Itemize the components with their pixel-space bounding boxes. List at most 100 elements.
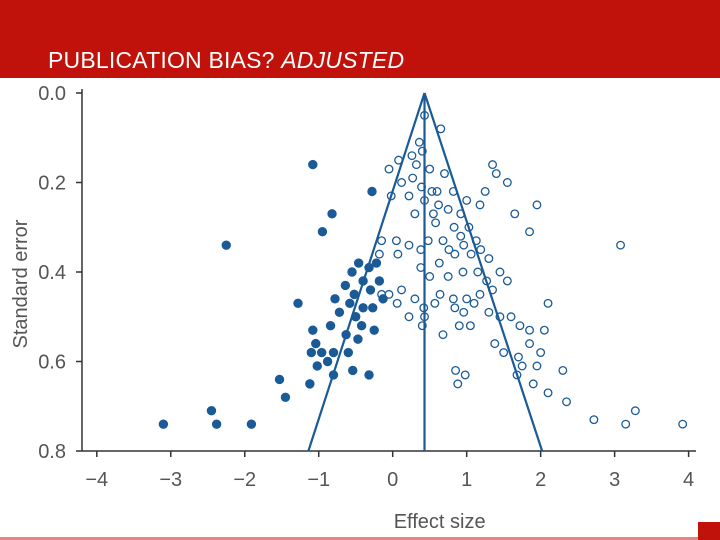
x-tick-label: 2 [535, 469, 546, 491]
filled-study-point [221, 240, 231, 250]
imputed-study-point [449, 222, 459, 232]
filled-study-point [341, 329, 351, 340]
imputed-study-point [404, 191, 414, 201]
y-tick-label: 0.0 [38, 83, 66, 105]
imputed-study-point [678, 419, 688, 429]
imputed-study-point [482, 276, 492, 286]
imputed-study-point [515, 321, 525, 331]
imputed-study-point [506, 312, 516, 322]
imputed-study-point [491, 169, 501, 178]
filled-study-point [158, 419, 169, 429]
filled-study-point [274, 374, 285, 385]
y-tick-label: 0.2 [38, 173, 66, 195]
filled-study-point [330, 294, 340, 304]
filled-study-point [351, 312, 361, 322]
imputed-study-point [416, 245, 426, 255]
filled-study-point [325, 321, 336, 331]
imputed-study-point [410, 294, 420, 304]
imputed-study-point [377, 236, 387, 246]
imputed-study-point [488, 160, 498, 170]
imputed-study-point [543, 388, 553, 398]
filled-study-point [334, 307, 345, 317]
filled-study-point [308, 159, 318, 170]
filled-study-point [358, 303, 368, 313]
imputed-study-point [536, 348, 546, 357]
imputed-study-point [397, 178, 407, 187]
filled-study-point [246, 419, 257, 429]
filled-study-point [211, 419, 222, 429]
imputed-study-point [456, 209, 466, 219]
imputed-study-point [420, 195, 429, 205]
filled-study-point [364, 262, 374, 273]
imputed-study-point [425, 164, 435, 174]
filled-study-point [374, 276, 385, 286]
imputed-study-point [397, 285, 407, 295]
imputed-study-point [462, 294, 472, 304]
imputed-study-point [394, 155, 404, 165]
filled-study-point [347, 267, 357, 277]
imputed-study-point [459, 240, 469, 250]
imputed-study-point [453, 379, 463, 389]
imputed-study-point [484, 254, 494, 264]
imputed-study-point [384, 164, 394, 174]
imputed-study-point [471, 236, 481, 246]
filled-study-point [317, 227, 328, 237]
imputed-study-point [386, 191, 396, 201]
filled-study-point [345, 298, 355, 309]
imputed-study-point [404, 312, 414, 322]
imputed-study-point [495, 267, 505, 277]
imputed-study-point [448, 294, 458, 304]
corner-accent [698, 522, 720, 540]
y-tick-label: 0.6 [38, 352, 66, 374]
imputed-study-point [480, 186, 490, 196]
filled-study-point [353, 334, 363, 344]
imputed-study-point [528, 379, 538, 389]
imputed-study-point [417, 146, 427, 156]
imputed-study-point [543, 298, 553, 308]
filled-study-point [358, 276, 368, 286]
imputed-study-point [621, 419, 631, 429]
x-tick-label: 0 [387, 469, 398, 491]
x-tick-label: 3 [609, 469, 620, 491]
imputed-study-point [410, 209, 420, 219]
x-tick-label: −4 [85, 469, 108, 491]
imputed-study-point [525, 325, 535, 335]
filled-study-point [343, 347, 354, 358]
imputed-study-point [435, 289, 445, 299]
filled-study-point [340, 280, 351, 291]
imputed-study-point [416, 263, 426, 272]
x-tick-label: 1 [461, 469, 472, 491]
imputed-study-point [414, 137, 424, 147]
funnel-right-boundary [423, 92, 544, 452]
filled-study-point [328, 370, 339, 380]
imputed-study-point [443, 272, 453, 281]
imputed-study-point [450, 303, 460, 313]
slide-title: PUBLICATION BIAS? ADJUSTED [48, 47, 404, 74]
title-bar [0, 0, 720, 78]
imputed-study-point [420, 110, 429, 120]
imputed-study-point [440, 169, 449, 178]
filled-study-point [305, 379, 315, 389]
imputed-study-point [407, 151, 417, 161]
filled-study-point [369, 325, 379, 335]
imputed-study-point [420, 312, 429, 322]
imputed-study-point [462, 195, 472, 205]
imputed-study-point [458, 267, 468, 277]
imputed-study-point [417, 321, 427, 331]
bottom-accent-strip [0, 537, 698, 540]
imputed-study-point [514, 352, 523, 362]
imputed-study-point [512, 370, 522, 380]
imputed-study-point [502, 276, 512, 286]
filled-study-point [306, 347, 317, 358]
filled-study-point [371, 258, 382, 268]
imputed-study-point [473, 267, 483, 277]
slide-title-emphasis: ADJUSTED [281, 47, 405, 73]
funnel-left-boundary [307, 92, 426, 452]
imputed-study-point [434, 258, 444, 268]
y-axis-title: Standard error [10, 219, 32, 348]
imputed-study-point [444, 245, 454, 255]
x-tick-label: −3 [159, 469, 182, 491]
imputed-study-point [428, 209, 438, 219]
imputed-study-point [423, 236, 433, 246]
filled-study-point [322, 356, 333, 367]
